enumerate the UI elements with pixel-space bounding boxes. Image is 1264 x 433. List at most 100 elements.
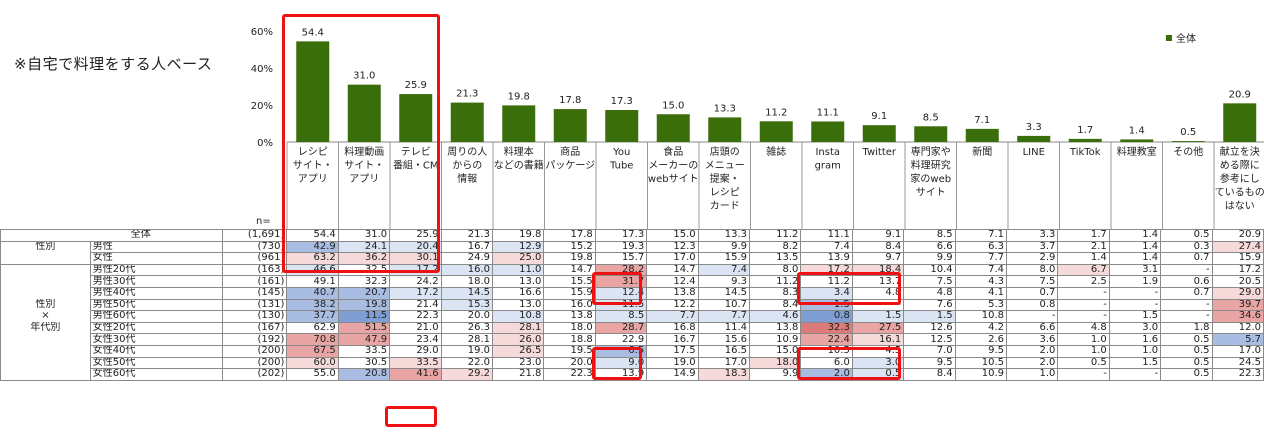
bar-value-label: 19.8 [508,91,530,102]
category-label: レシピ [710,187,740,199]
category-label: Insta [815,147,840,158]
table-cell: - [1108,298,1162,312]
table-cell: 4.8 [903,286,956,300]
table-cell: 49.1 [286,275,339,288]
row-label: 女性 [89,252,224,265]
table-cell: 16.0 [440,263,493,277]
table-cell: 18.8 [543,333,596,346]
table-cell: 7.6 [903,298,956,312]
table-cell: 51.5 [337,321,391,335]
table-cell: 25.0 [491,252,545,265]
category-label: 提案・ [710,172,740,185]
table-cell: 0.5 [1160,356,1213,370]
table-cell: 23.4 [389,333,442,346]
group-label: × [0,310,91,323]
table-cell: 9.9 [749,368,802,381]
table-cell: 70.8 [286,333,339,346]
table-cell: 28.2 [594,263,648,277]
table-cell: 21.3 [440,229,493,242]
table-cell: 40.7 [286,286,339,300]
table-cell: 20.9 [1211,229,1264,242]
table-cell: 1.5 [800,298,853,312]
table-cell: 18.0 [440,275,493,288]
table-cell: 24.5 [1211,356,1264,370]
table-cell: 14.7 [646,263,699,277]
table-cell: 63.2 [286,252,339,265]
table-cell: 13.8 [543,310,596,323]
sample-size: (131) [222,298,288,312]
table-cell: 28.7 [594,321,648,335]
table-cell: 13.8 [749,321,802,335]
table-cell: 27.5 [851,321,905,335]
table-cell: 10.4 [903,263,956,277]
table-cell: 20.4 [389,240,442,254]
table-cell: 8.5 [903,229,956,242]
table-cell: 7.1 [954,229,1008,242]
table-cell: 14.5 [440,286,493,300]
table-cell: 16.5 [697,344,751,358]
table-cell: 4.8 [851,286,905,300]
table-cell: 1.0 [1057,344,1110,358]
row-label: 女性60代 [89,368,224,381]
table-cell: 15.0 [749,344,802,358]
bar [1223,103,1257,142]
category-label: メニュー [705,161,745,172]
table-cell: 67.5 [286,344,339,358]
table-cell: 1.7 [1057,229,1110,242]
table-row: 女性30代 (192) 70.8 47.9 23.4 28.1 26.0 18.8 22.9 16… [0,333,1264,346]
table-cell: 13.8 [646,286,699,300]
category-label: Tube [609,161,633,172]
table-cell: - [1160,310,1213,323]
bar-value-label: 20.9 [1229,89,1251,100]
category-label: メーカーの [648,160,698,172]
category-label: ているもの [1215,187,1264,199]
group-label [0,333,91,346]
sample-size: (961) [222,252,288,265]
bar-value-label: 8.5 [923,112,939,123]
table-cell: 54.4 [286,229,339,242]
table-cell: 12.5 [903,333,956,346]
bar [450,102,484,142]
category-label: TikTok [1069,147,1101,158]
table-cell: 29.2 [440,368,493,381]
table-cell: 46.6 [286,263,339,277]
category-label: レシピ [298,146,328,158]
table-cell: 6.5 [594,344,648,358]
table-cell: 7.4 [954,263,1008,277]
bar [1171,141,1205,142]
table-cell: - [1160,298,1213,312]
table-cell: 7.0 [903,344,956,358]
sample-size: (145) [222,286,288,300]
table-cell: 18.3 [697,368,751,381]
table-cell: 29.0 [1211,286,1264,300]
table-cell: 0.3 [1160,240,1213,254]
table-cell: 1.5 [903,310,956,323]
bar-value-label: 9.1 [871,111,887,122]
table-cell: 2.1 [1057,240,1110,254]
table-cell: 12.4 [646,275,699,288]
row-label: 女性20代 [89,321,224,335]
row-label: 女性30代 [89,333,224,346]
table-cell: 26.0 [491,333,545,346]
category-label: 周りの人 [447,146,487,158]
bar-value-label: 7.1 [974,115,990,126]
table-cell: 1.0 [1057,333,1110,346]
table-cell: 20.8 [337,368,391,381]
group-label: 性別 [0,299,91,311]
table-cell: 8.4 [851,240,905,254]
bar [811,121,845,142]
group-label: 性別 [0,240,91,253]
table-cell: 2.5 [1057,275,1110,288]
category-label: からの [452,160,482,172]
table-cell: 14.5 [697,286,751,300]
table-cell: 1.0 [1108,344,1162,358]
table-cell: 13.9 [594,368,648,381]
category-label: その他 [1173,145,1203,158]
crosstab-table: 全体 (1,691) 54.4 31.0 25.9 21.3 19.8 17.8 17.3 15.… [0,229,1264,381]
table-cell: 0.7 [1160,252,1213,265]
category-label: 料理本 [504,145,534,158]
table-cell: 0.5 [1160,333,1213,346]
table-cell: 2.6 [954,333,1008,346]
table-cell: 14.9 [646,368,699,381]
category-label: 料理動画 [344,145,384,158]
